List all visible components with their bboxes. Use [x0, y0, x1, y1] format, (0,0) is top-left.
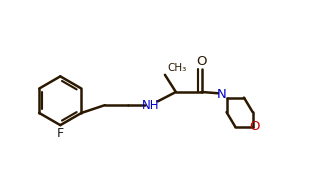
Text: F: F	[57, 127, 64, 140]
Text: CH₃: CH₃	[167, 63, 187, 73]
Text: N: N	[217, 88, 227, 101]
Text: O: O	[249, 120, 260, 133]
Text: NH: NH	[142, 99, 160, 112]
Text: O: O	[196, 55, 207, 68]
